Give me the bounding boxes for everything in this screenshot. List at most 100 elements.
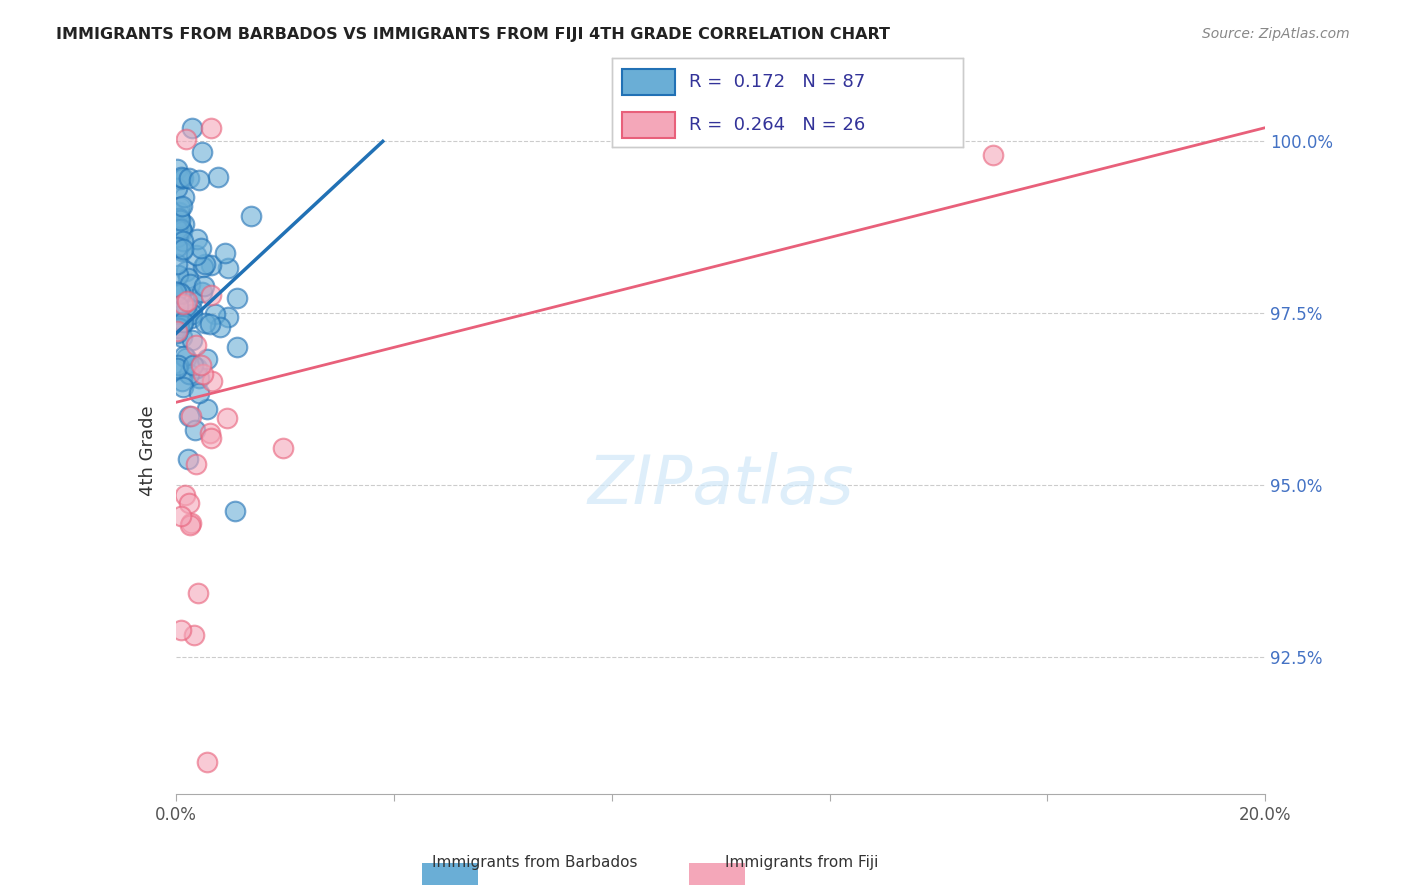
Point (184, 248, 207, 262)
Point (165, 318, 187, 333)
Point (166, 222, 188, 236)
Point (200, 258, 222, 272)
Point (170, 244, 193, 259)
Point (169, 172, 191, 186)
Point (176, 132, 198, 146)
Point (170, 169, 193, 184)
Point (167, 211, 190, 225)
Point (200, 426, 222, 441)
Point (174, 351, 197, 365)
Point (176, 294, 198, 309)
Point (180, 120, 202, 135)
Point (167, 268, 190, 282)
Point (167, 205, 190, 219)
Point (180, 409, 202, 423)
Point (176, 452, 198, 467)
Point (172, 171, 194, 186)
Point (166, 240, 188, 254)
Point (180, 310, 202, 325)
Text: Immigrants from Fiji: Immigrants from Fiji (724, 855, 879, 870)
Point (166, 230, 188, 244)
Point (169, 200, 191, 214)
Point (167, 316, 190, 330)
Point (195, 402, 218, 417)
Point (981, 148, 1004, 162)
Point (204, 307, 226, 321)
Point (166, 258, 188, 272)
Point (177, 271, 200, 285)
Point (172, 297, 194, 311)
Point (166, 180, 188, 194)
Point (187, 173, 209, 187)
Point (166, 162, 188, 177)
Point (195, 755, 218, 769)
Point (169, 321, 191, 335)
Point (193, 279, 215, 293)
Point (166, 360, 188, 375)
Point (187, 371, 209, 385)
Point (173, 350, 195, 364)
FancyBboxPatch shape (621, 69, 675, 95)
Point (179, 277, 201, 291)
Point (186, 232, 208, 246)
Point (207, 169, 229, 184)
Point (217, 410, 239, 425)
Point (224, 504, 246, 518)
Point (186, 458, 208, 472)
Point (166, 326, 188, 340)
Point (200, 318, 222, 332)
Y-axis label: 4th Grade: 4th Grade (139, 405, 157, 496)
Point (180, 516, 202, 530)
Point (187, 586, 209, 600)
Point (181, 359, 204, 373)
Point (191, 260, 214, 274)
Point (214, 246, 236, 260)
Point (174, 488, 197, 502)
Point (191, 285, 214, 300)
Point (200, 288, 222, 302)
Point (195, 351, 218, 366)
Point (170, 224, 193, 238)
Text: Immigrants from Barbados: Immigrants from Barbados (432, 855, 637, 870)
Point (170, 623, 193, 637)
Point (172, 374, 194, 388)
FancyBboxPatch shape (621, 112, 675, 138)
Point (180, 333, 202, 347)
Point (167, 219, 190, 234)
Point (190, 145, 212, 159)
Point (170, 508, 193, 523)
Point (174, 299, 197, 313)
Point (225, 340, 247, 354)
Point (183, 628, 205, 642)
Point (177, 368, 200, 382)
Point (181, 307, 204, 321)
Point (169, 213, 191, 227)
Point (181, 303, 204, 318)
Text: R =  0.172   N = 87: R = 0.172 N = 87 (689, 73, 865, 91)
Point (179, 517, 201, 532)
Point (187, 386, 209, 401)
Point (167, 320, 190, 334)
Point (186, 361, 208, 376)
Point (225, 291, 247, 305)
Point (165, 363, 187, 377)
Point (173, 190, 195, 204)
Point (193, 257, 215, 271)
Text: IMMIGRANTS FROM BARBADOS VS IMMIGRANTS FROM FIJI 4TH GRADE CORRELATION CHART: IMMIGRANTS FROM BARBADOS VS IMMIGRANTS F… (56, 27, 890, 42)
Point (194, 316, 217, 330)
Point (166, 310, 188, 324)
Point (217, 310, 239, 324)
Point (190, 241, 212, 255)
Point (169, 284, 191, 298)
Point (172, 199, 194, 213)
Point (172, 242, 194, 256)
Point (167, 299, 190, 313)
Point (177, 409, 200, 423)
Point (170, 287, 193, 301)
Point (173, 235, 195, 249)
Point (176, 264, 198, 278)
Point (183, 424, 205, 438)
Point (191, 368, 214, 382)
Point (186, 338, 208, 352)
Point (170, 221, 193, 235)
